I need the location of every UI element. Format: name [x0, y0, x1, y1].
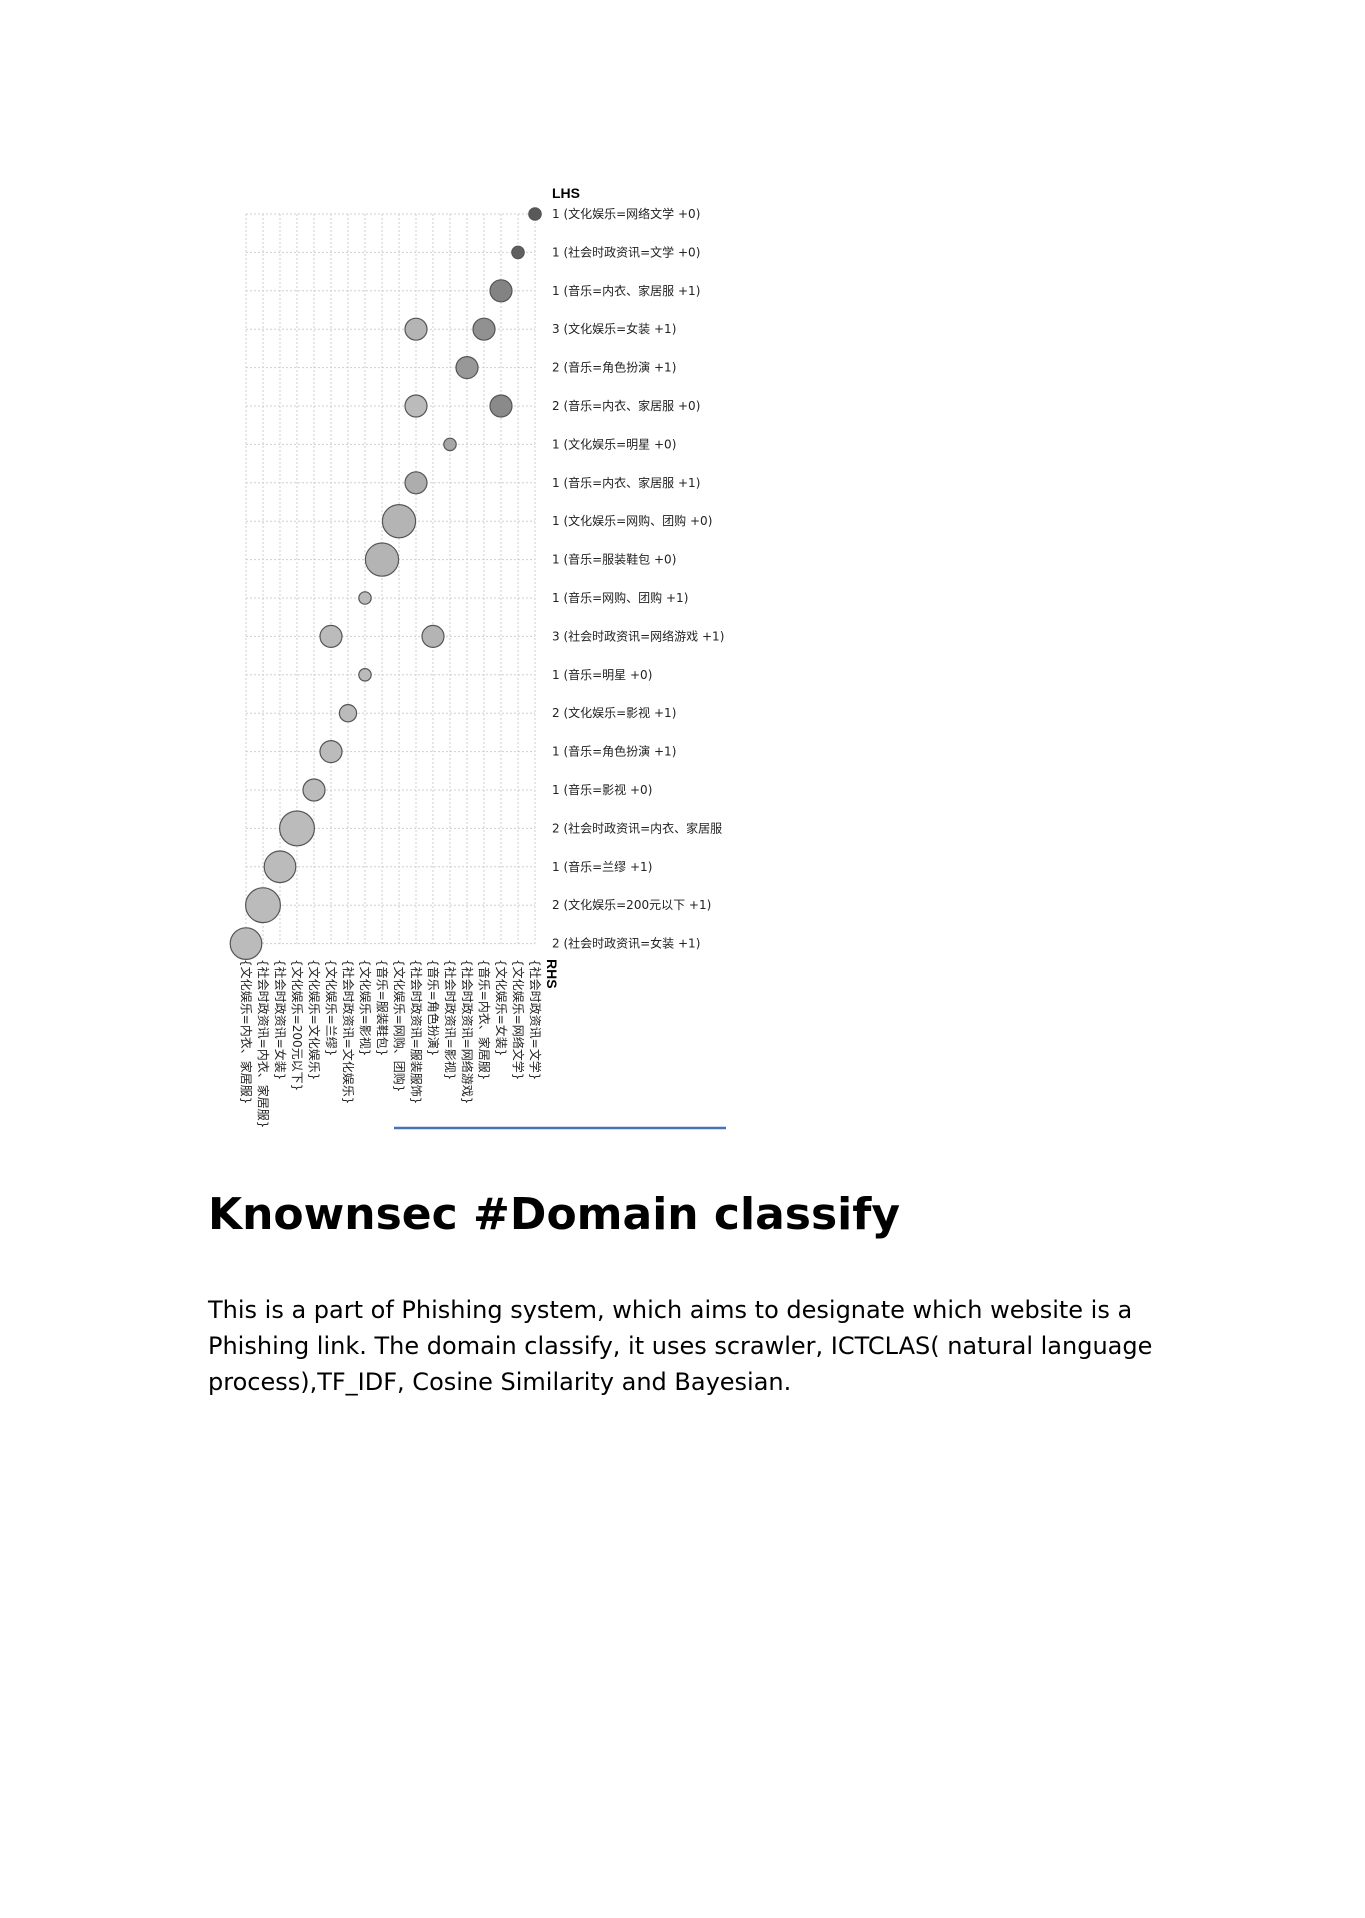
bubble-point: [404, 471, 428, 495]
bubble-point: [229, 927, 263, 960]
rules-grouped-bubble-chart: LHS 1 (文化娱乐=网络文学 +0) 1 (社会时政资讯=文学 +0) 1 (音…: [229, 185, 726, 1130]
bubbles: [229, 207, 542, 960]
rhs-label: {文化娱乐=内衣、家居服}: [239, 959, 254, 1104]
lhs-label: 1 (音乐=网购、团购 +1): [552, 590, 688, 605]
bubble-point: [381, 504, 417, 539]
bubble-point: [319, 739, 343, 764]
lhs-label: 2 (音乐=内衣、家居服 +0): [552, 398, 700, 413]
bubble-point: [528, 207, 542, 221]
rhs-label: {社会时政资讯=影视}: [443, 959, 458, 1080]
rhs-label: {音乐=角色扮演}: [426, 959, 441, 1056]
lhs-label: 1 (文化娱乐=明星 +0): [552, 436, 676, 451]
rhs-axis-title: RHS: [544, 959, 560, 989]
bubble-point: [511, 245, 525, 260]
rhs-label: {社会时政资讯=网络游戏}: [460, 959, 475, 1104]
rhs-label: {社会时政资讯=文学}: [528, 959, 543, 1080]
lhs-label: 1 (文化娱乐=网购、团购 +0): [552, 513, 712, 528]
lhs-label: 1 (音乐=内衣、家居服 +1): [552, 283, 700, 298]
lhs-label: 2 (文化娱乐=200元以下 +1): [552, 897, 711, 912]
lhs-axis-title: LHS: [552, 185, 580, 201]
bubble-point: [364, 542, 400, 577]
bubble-point: [443, 437, 457, 452]
lhs-label: 2 (音乐=角色扮演 +1): [552, 360, 676, 375]
lhs-labels: 1 (文化娱乐=网络文学 +0) 1 (社会时政资讯=文学 +0) 1 (音乐=内衣…: [552, 206, 724, 951]
rhs-label: {文化娱乐=网络文学}: [511, 959, 526, 1080]
lhs-label: 2 (文化娱乐=影视 +1): [552, 705, 676, 720]
lhs-label: 1 (音乐=内衣、家居服 +1): [552, 475, 700, 490]
lhs-label: 1 (社会时政资讯=文学 +0): [552, 244, 700, 259]
lhs-label: 2 (社会时政资讯=女装 +1): [552, 936, 700, 951]
chart-grid: [245, 213, 536, 945]
rhs-label: {音乐=服装鞋包}: [375, 959, 390, 1056]
lhs-label: 1 (文化娱乐=网络文学 +0): [552, 206, 700, 221]
lhs-label: 1 (音乐=影视 +0): [552, 782, 652, 797]
section-heading: Knownsec #Domain classify: [208, 1189, 901, 1240]
lhs-label: 1 (音乐=角色扮演 +1): [552, 744, 676, 759]
lhs-label: 3 (文化娱乐=女装 +1): [552, 321, 676, 336]
bubble-point: [245, 887, 282, 924]
bubble-point: [338, 704, 358, 723]
rhs-label: {文化娱乐=兰缪}: [324, 959, 339, 1056]
bubble-point: [472, 317, 496, 341]
lhs-label: 2 (社会时政资讯=内衣、家居服: [552, 820, 722, 835]
rhs-label: {社会时政资讯=文化娱乐}: [341, 959, 356, 1104]
rhs-label: {文化娱乐=影视}: [358, 959, 373, 1056]
rhs-label: {文化娱乐=女装}: [494, 959, 509, 1056]
rhs-labels: {社会时政资讯=文学}{文化娱乐=网络文学}{文化娱乐=女装}{音乐=内衣、家居…: [239, 959, 543, 1128]
bubble-point: [455, 356, 479, 380]
bubble-point: [263, 850, 297, 884]
rhs-label: {社会时政资讯=服装服饰}: [409, 959, 424, 1104]
lhs-label: 1 (音乐=服装鞋包 +0): [552, 552, 676, 567]
bubble-point: [358, 591, 372, 605]
bubble-point: [404, 317, 428, 341]
bubble-point: [279, 810, 316, 847]
bubble-point: [404, 394, 428, 418]
lhs-label: 1 (音乐=明星 +0): [552, 667, 652, 682]
bubble-point: [319, 624, 343, 649]
bubble-point: [358, 667, 372, 682]
rhs-label: {文化娱乐=200元以下}: [290, 959, 305, 1091]
rhs-label: {社会时政资讯=女装}: [273, 959, 288, 1080]
section-paragraph: This is a part of Phishing system, which…: [208, 1296, 1153, 1396]
lhs-label: 3 (社会时政资讯=网络游戏 +1): [552, 628, 724, 643]
bubble-point: [421, 624, 445, 649]
rhs-label: {音乐=内衣、家居服}: [477, 959, 492, 1080]
bubble-point: [489, 394, 513, 418]
lhs-label: 1 (音乐=兰缪 +1): [552, 859, 652, 874]
rhs-label: {文化娱乐=网购、团购}: [392, 959, 407, 1092]
rhs-label: {文化娱乐=文化娱乐}: [307, 959, 322, 1080]
bubble-point: [302, 778, 326, 802]
bubble-point: [489, 279, 513, 303]
rhs-label: {社会时政资讯=内衣、家居服}: [256, 959, 271, 1128]
